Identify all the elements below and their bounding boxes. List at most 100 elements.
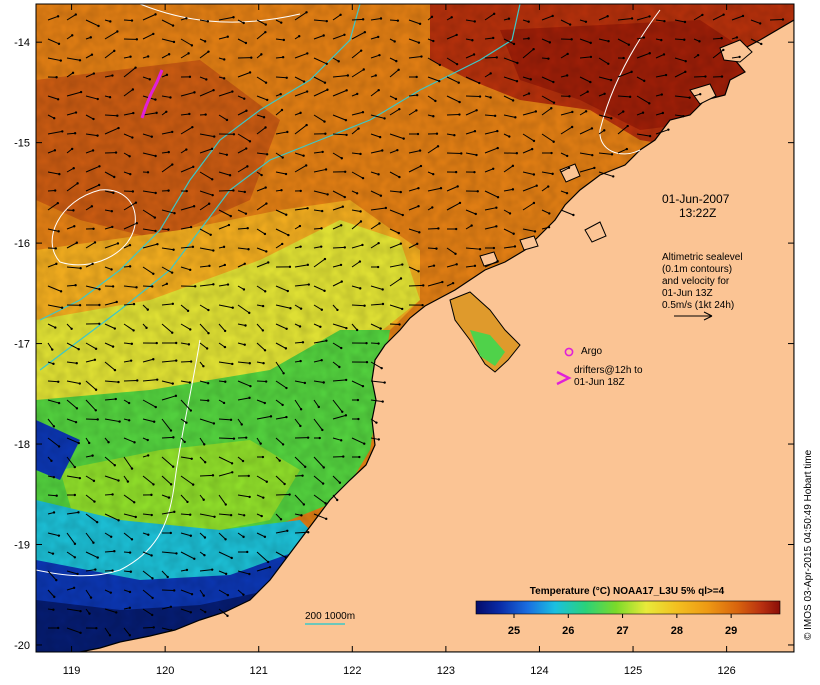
velocity-arrow-head	[344, 196, 346, 198]
velocity-arrow-head	[593, 167, 595, 169]
velocity-arrow-head	[304, 466, 306, 468]
velocity-arrow-head	[259, 442, 261, 444]
velocity-arrow-head	[532, 48, 534, 50]
velocity-arrow-head	[167, 228, 169, 230]
altimetric-line: Altimetric sealevel	[662, 252, 743, 263]
velocity-arrow-head	[324, 82, 326, 84]
velocity-arrow-head	[91, 263, 93, 265]
velocity-arrow-head	[73, 225, 75, 227]
lat-tick-label: -17	[14, 339, 30, 351]
velocity-arrow-head	[663, 20, 665, 22]
velocity-arrow-head	[74, 132, 76, 134]
velocity-arrow-head	[341, 280, 343, 282]
velocity-arrow-head	[191, 593, 193, 595]
velocity-arrow-head	[398, 176, 400, 178]
velocity-arrow-head	[570, 38, 572, 40]
velocity-arrow-head	[264, 233, 266, 235]
velocity-arrow-head	[375, 421, 377, 423]
velocity-arrow-head	[266, 481, 268, 483]
velocity-arrow-head	[131, 136, 133, 138]
colorbar-tick-label: 25	[508, 625, 520, 637]
velocity-arrow-head	[308, 283, 310, 285]
velocity-arrow	[352, 305, 365, 306]
velocity-arrow-head	[380, 194, 382, 196]
velocity-arrow-head	[111, 210, 113, 212]
velocity-arrow-head	[204, 40, 206, 42]
velocity-arrow-head	[684, 60, 686, 62]
velocity-arrow-head	[241, 423, 243, 425]
velocity-arrow-head	[118, 420, 120, 422]
velocity-arrow-head	[115, 398, 117, 400]
velocity-arrow-head	[571, 111, 573, 113]
lat-tick-label: -14	[14, 37, 30, 49]
velocity-arrow-head	[168, 53, 170, 55]
velocity-arrow-head	[115, 151, 117, 153]
velocity-arrow-head	[697, 54, 699, 56]
velocity-arrow-head	[360, 49, 362, 51]
velocity-arrow-head	[289, 307, 291, 309]
velocity-arrow-head	[267, 261, 269, 263]
velocity-arrow	[409, 285, 423, 286]
velocity-arrow-head	[77, 511, 79, 513]
velocity-arrow-head	[111, 569, 113, 571]
velocity-arrow-head	[53, 596, 55, 598]
velocity-arrow-head	[336, 499, 338, 501]
velocity-arrow-head	[204, 113, 206, 115]
lon-tick-label: 121	[250, 665, 268, 677]
velocity-arrow-head	[285, 416, 287, 418]
velocity-arrow-head	[357, 127, 359, 129]
velocity-arrow-head	[303, 503, 305, 505]
velocity-arrow-head	[246, 165, 248, 167]
velocity-arrow-head	[227, 283, 229, 285]
velocity-arrow-head	[55, 76, 57, 78]
velocity-arrow-head	[112, 285, 114, 287]
velocity-arrow-head	[549, 41, 551, 43]
velocity-arrow-head	[285, 214, 287, 216]
velocity-arrow	[428, 228, 438, 229]
velocity-arrow-head	[191, 458, 193, 460]
velocity-arrow-head	[701, 14, 703, 16]
velocity-arrow-head	[203, 554, 205, 556]
velocity-arrow-head	[151, 285, 153, 287]
velocity-arrow-head	[212, 474, 214, 476]
velocity-arrow-head	[262, 456, 264, 458]
velocity-arrow-head	[340, 224, 342, 226]
velocity-arrow-head	[167, 189, 169, 191]
velocity-arrow-head	[396, 149, 398, 151]
velocity-arrow-head	[326, 89, 328, 91]
velocity-arrow-head	[377, 36, 379, 38]
velocity-arrow-head	[211, 568, 213, 570]
velocity-arrow-head	[698, 40, 700, 42]
velocity-arrow-head	[249, 362, 251, 364]
altimetric-line: 01-Jun 13Z	[662, 288, 713, 299]
velocity-arrow-head	[325, 518, 327, 520]
velocity-arrow-head	[493, 13, 495, 15]
velocity-arrow-head	[129, 634, 131, 636]
velocity-arrow-head	[223, 77, 225, 79]
velocity-arrow-head	[52, 552, 54, 554]
velocity-arrow-head	[453, 134, 455, 136]
velocity-arrow-head	[264, 402, 266, 404]
velocity-arrow-head	[509, 212, 511, 214]
velocity-arrow-head	[129, 173, 131, 175]
velocity-arrow-head	[496, 147, 498, 149]
velocity-arrow-head	[401, 308, 403, 310]
velocity-arrow-head	[643, 80, 645, 82]
velocity-arrow-head	[225, 573, 227, 575]
velocity-arrow-head	[377, 173, 379, 175]
velocity-arrow-head	[264, 349, 266, 351]
velocity-arrow-head	[147, 171, 149, 173]
velocity-arrow-head	[590, 42, 592, 44]
velocity-arrow-head	[211, 194, 213, 196]
velocity-arrow-head	[760, 43, 762, 45]
velocity-arrow-head	[243, 514, 245, 516]
velocity-arrow-head	[92, 541, 94, 543]
velocity-arrow-head	[607, 63, 609, 65]
velocity-arrow-head	[172, 249, 174, 251]
velocity-arrow-head	[455, 263, 457, 265]
velocity-arrow-head	[79, 632, 81, 634]
velocity-arrow-head	[202, 499, 204, 501]
velocity-arrow-head	[113, 176, 115, 178]
velocity-arrow-head	[629, 96, 631, 98]
velocity-arrow-head	[684, 71, 686, 73]
